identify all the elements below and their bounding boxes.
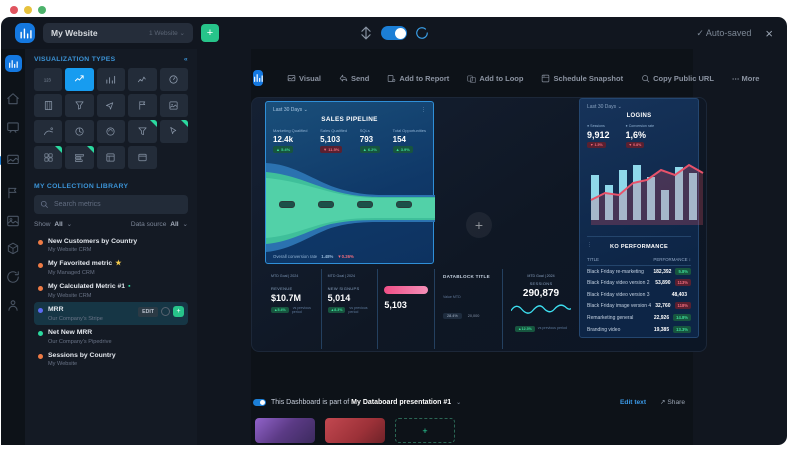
svg-text:123: 123 (44, 77, 52, 82)
